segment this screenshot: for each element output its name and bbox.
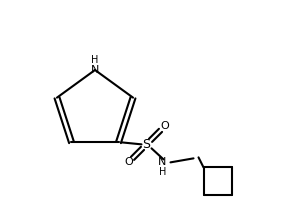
Text: O: O (160, 121, 169, 131)
Text: N: N (91, 65, 99, 75)
Text: N: N (158, 157, 166, 167)
Text: S: S (142, 138, 151, 151)
Text: H: H (91, 55, 99, 65)
Text: H: H (159, 167, 166, 177)
Text: O: O (124, 157, 133, 167)
